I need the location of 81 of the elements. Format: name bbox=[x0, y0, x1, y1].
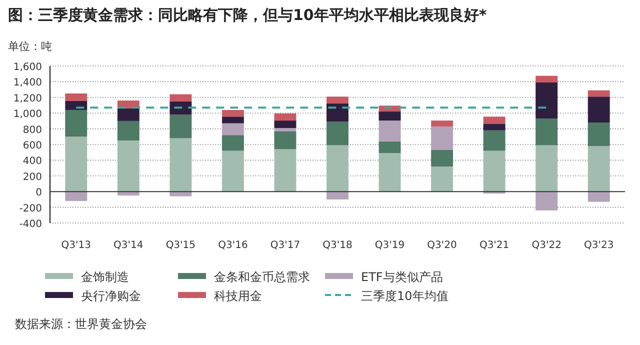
bar bbox=[536, 82, 558, 119]
x-tick-label: Q3'16 bbox=[218, 240, 248, 251]
bar bbox=[274, 131, 296, 150]
y-tick-label: 1,200 bbox=[13, 93, 42, 104]
x-tick-label: Q3'13 bbox=[61, 240, 91, 251]
y-tick-label: -200 bbox=[19, 203, 42, 214]
bar bbox=[117, 108, 140, 121]
bar bbox=[431, 120, 454, 126]
y-tick-label: 600 bbox=[22, 140, 42, 152]
bar bbox=[274, 128, 296, 132]
bar bbox=[65, 136, 88, 192]
bar bbox=[483, 150, 506, 192]
bar bbox=[536, 192, 558, 210]
bar bbox=[326, 192, 348, 200]
bar bbox=[536, 145, 558, 192]
y-tick-label: 400 bbox=[22, 156, 42, 168]
bar bbox=[588, 192, 610, 202]
bar bbox=[222, 110, 244, 117]
bar bbox=[170, 101, 192, 115]
bar bbox=[274, 149, 296, 192]
bar bbox=[536, 76, 558, 82]
bar bbox=[65, 93, 88, 101]
bar bbox=[274, 120, 296, 128]
legend-label: 央行净购金 bbox=[81, 289, 141, 303]
y-tick-label: 200 bbox=[22, 172, 42, 183]
x-tick-label: Q3'22 bbox=[532, 240, 562, 251]
legend-label: ETF与类似产品 bbox=[361, 270, 443, 284]
bar bbox=[65, 100, 88, 110]
bar bbox=[378, 153, 401, 192]
bar bbox=[483, 116, 506, 124]
bar bbox=[326, 96, 348, 104]
bar bbox=[588, 122, 610, 146]
source-note: 数据来源：世界黄金协会 bbox=[15, 317, 147, 331]
y-tick-label: -400 bbox=[19, 219, 42, 230]
y-axis-title: 单位：吨 bbox=[8, 40, 52, 53]
x-tick-label: Q3'15 bbox=[166, 240, 196, 251]
bar bbox=[170, 192, 192, 196]
y-tick-label: 1,000 bbox=[13, 109, 42, 120]
bar bbox=[117, 120, 140, 141]
bar bbox=[378, 112, 401, 121]
y-tick-label: 0 bbox=[36, 188, 42, 199]
legend-label: 三季度10年均值 bbox=[361, 289, 448, 303]
x-tick-label: Q3'17 bbox=[270, 240, 300, 251]
bar bbox=[65, 192, 88, 202]
x-tick-label: Q3'23 bbox=[584, 240, 614, 251]
bar bbox=[65, 110, 88, 137]
x-tick-label: Q3'20 bbox=[427, 240, 457, 251]
bar bbox=[170, 138, 192, 192]
legend-label: 金饰制造 bbox=[81, 270, 129, 284]
bar bbox=[588, 96, 610, 123]
bar bbox=[588, 90, 610, 97]
bar bbox=[326, 103, 348, 122]
bar bbox=[117, 140, 140, 192]
bar bbox=[326, 145, 348, 192]
x-tick-label: Q3'18 bbox=[322, 240, 352, 251]
y-tick-label: 1,600 bbox=[13, 62, 42, 73]
bar bbox=[222, 135, 244, 151]
bar bbox=[431, 166, 454, 192]
x-tick-label: Q3'19 bbox=[374, 240, 405, 251]
bar bbox=[483, 130, 506, 151]
bar bbox=[431, 150, 454, 166]
bar bbox=[431, 126, 454, 150]
bar bbox=[326, 122, 348, 146]
bar bbox=[588, 146, 610, 192]
legend-label: 金条和金币总需求 bbox=[214, 270, 310, 284]
x-tick-label: Q3'21 bbox=[479, 240, 510, 251]
bar bbox=[222, 150, 244, 192]
chart-title: 图：三季度黄金需求：同比略有下降，但与10年平均水平相比表现良好* bbox=[8, 6, 487, 24]
bar bbox=[274, 113, 296, 121]
x-tick-label: Q3'14 bbox=[114, 240, 144, 251]
bar bbox=[536, 118, 558, 146]
bar bbox=[170, 114, 192, 138]
y-tick-label: 1,400 bbox=[13, 78, 42, 89]
bar bbox=[378, 120, 401, 142]
bar bbox=[483, 124, 506, 130]
bar bbox=[222, 116, 244, 124]
bar bbox=[222, 123, 244, 136]
y-tick-label: 800 bbox=[22, 124, 42, 136]
legend-label: 科技用金 bbox=[214, 289, 262, 303]
bar bbox=[170, 94, 192, 102]
bar bbox=[378, 141, 401, 154]
